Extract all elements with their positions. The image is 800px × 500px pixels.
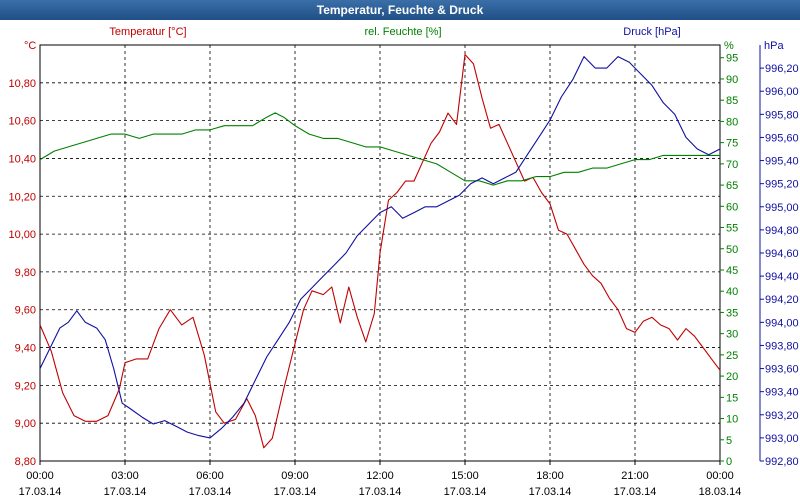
x-tick-time: 00:00 (706, 470, 734, 482)
x-tick-date: 17.03.14 (444, 486, 487, 498)
x-tick-date: 17.03.14 (104, 486, 147, 498)
humidity-tick-label: 35 (726, 307, 738, 319)
temperature-axis-title: Temperatur [°C] (109, 26, 186, 38)
axes (39, 44, 764, 465)
humidity-tick-label: 45 (726, 265, 738, 277)
pressure-tick-label: 994,20 (765, 294, 799, 306)
temperature-tick-label: 10,60 (8, 116, 36, 128)
humidity-tick-label: 90 (726, 74, 738, 86)
x-tick-time: 06:00 (196, 470, 224, 482)
axis-labels: 8,80 9,00 9,20 9,40 9,60 9,80 10,00 10,20 10,40 1… (8, 26, 798, 498)
temperature-tick-label: 10,20 (8, 191, 36, 203)
x-tick-time: 12:00 (366, 470, 394, 482)
temperature-tick-label: 9,80 (15, 267, 36, 279)
humidity-tick-label: 50 (726, 244, 738, 256)
humidity-tick-label: 60 (726, 201, 738, 213)
pressure-tick-label: 993,80 (765, 340, 799, 352)
x-tick-date: 17.03.14 (529, 486, 572, 498)
temperature-tick-label: 10,40 (8, 153, 36, 165)
humidity-tick-label: 5 (726, 435, 732, 447)
humidity-tick-label: 80 (726, 116, 738, 128)
temperature-tick-label: 8,80 (15, 456, 36, 468)
x-tick-time: 00:00 (26, 470, 54, 482)
pressure-tick-label: 993,60 (765, 364, 799, 376)
humidity-tick-label: 0 (726, 456, 732, 468)
x-tick-time: 03:00 (111, 470, 139, 482)
pressure-tick-label: 994,40 (765, 271, 799, 283)
pressure-tick-label: 995,80 (765, 109, 799, 121)
series-line-humidity (39, 112, 720, 186)
humidity-axis-title: rel. Feuchte [%] (364, 26, 441, 38)
pressure-tick-label: 993,40 (765, 387, 799, 399)
chart-area: 8,80 9,00 9,20 9,40 9,60 9,80 10,00 10,20 10,40 1… (8, 26, 798, 498)
x-tick-date: 17.03.14 (19, 486, 62, 498)
x-tick-date: 17.03.14 (359, 486, 402, 498)
pressure-tick-label: 994,60 (765, 248, 799, 260)
pressure-tick-label: 995,00 (765, 202, 799, 214)
pressure-tick-label: 992,80 (765, 456, 799, 468)
temperature-tick-label: 10,80 (8, 78, 36, 90)
chart-title: Temperatur, Feuchte & Druck (0, 0, 800, 20)
pressure-unit-label: hPa (764, 40, 784, 52)
humidity-tick-label: 55 (726, 223, 738, 235)
pressure-tick-label: 996,00 (765, 86, 799, 98)
pressure-axis-title: Druck [hPa] (623, 26, 680, 38)
pressure-tick-label: 995,20 (765, 179, 799, 191)
x-tick-time: 09:00 (281, 470, 309, 482)
x-tick-time: 18:00 (536, 470, 564, 482)
grid-lines (40, 45, 720, 461)
pressure-tick-label: 994,80 (765, 225, 799, 237)
humidity-tick-label: 70 (726, 159, 738, 171)
temperature-tick-label: 10,00 (8, 229, 36, 241)
x-tick-date: 17.03.14 (274, 486, 317, 498)
series-lines (39, 53, 721, 449)
temperature-tick-label: 9,00 (15, 418, 36, 430)
x-tick-date: 17.03.14 (614, 486, 657, 498)
humidity-tick-label: 25 (726, 350, 738, 362)
temperature-tick-label: 9,40 (15, 343, 36, 355)
x-tick-date: 17.03.14 (189, 486, 232, 498)
x-tick-time: 21:00 (621, 470, 649, 482)
pressure-tick-label: 994,00 (765, 317, 799, 329)
humidity-tick-label: 20 (726, 371, 738, 383)
humidity-tick-label: 10 (726, 414, 738, 426)
pressure-tick-label: 993,20 (765, 410, 799, 422)
series-line-temperature (39, 53, 721, 449)
x-tick-date: 18.03.14 (699, 486, 742, 498)
pressure-tick-label: 995,40 (765, 156, 799, 168)
x-tick-time: 15:00 (451, 470, 479, 482)
humidity-unit-label: % (724, 40, 734, 52)
series-line-pressure (39, 56, 721, 439)
humidity-tick-label: 85 (726, 95, 738, 107)
humidity-tick-label: 75 (726, 138, 738, 150)
pressure-tick-label: 993,00 (765, 433, 799, 445)
humidity-tick-label: 95 (726, 53, 738, 65)
temperature-tick-label: 9,60 (15, 305, 36, 317)
pressure-tick-label: 996,20 (765, 63, 799, 75)
humidity-tick-label: 30 (726, 329, 738, 341)
humidity-tick-label: 15 (726, 392, 738, 404)
humidity-tick-label: 40 (726, 286, 738, 298)
temperature-unit-label: °C (24, 40, 36, 52)
humidity-tick-label: 65 (726, 180, 738, 192)
pressure-tick-label: 995,60 (765, 132, 799, 144)
temperature-tick-label: 9,20 (15, 380, 36, 392)
